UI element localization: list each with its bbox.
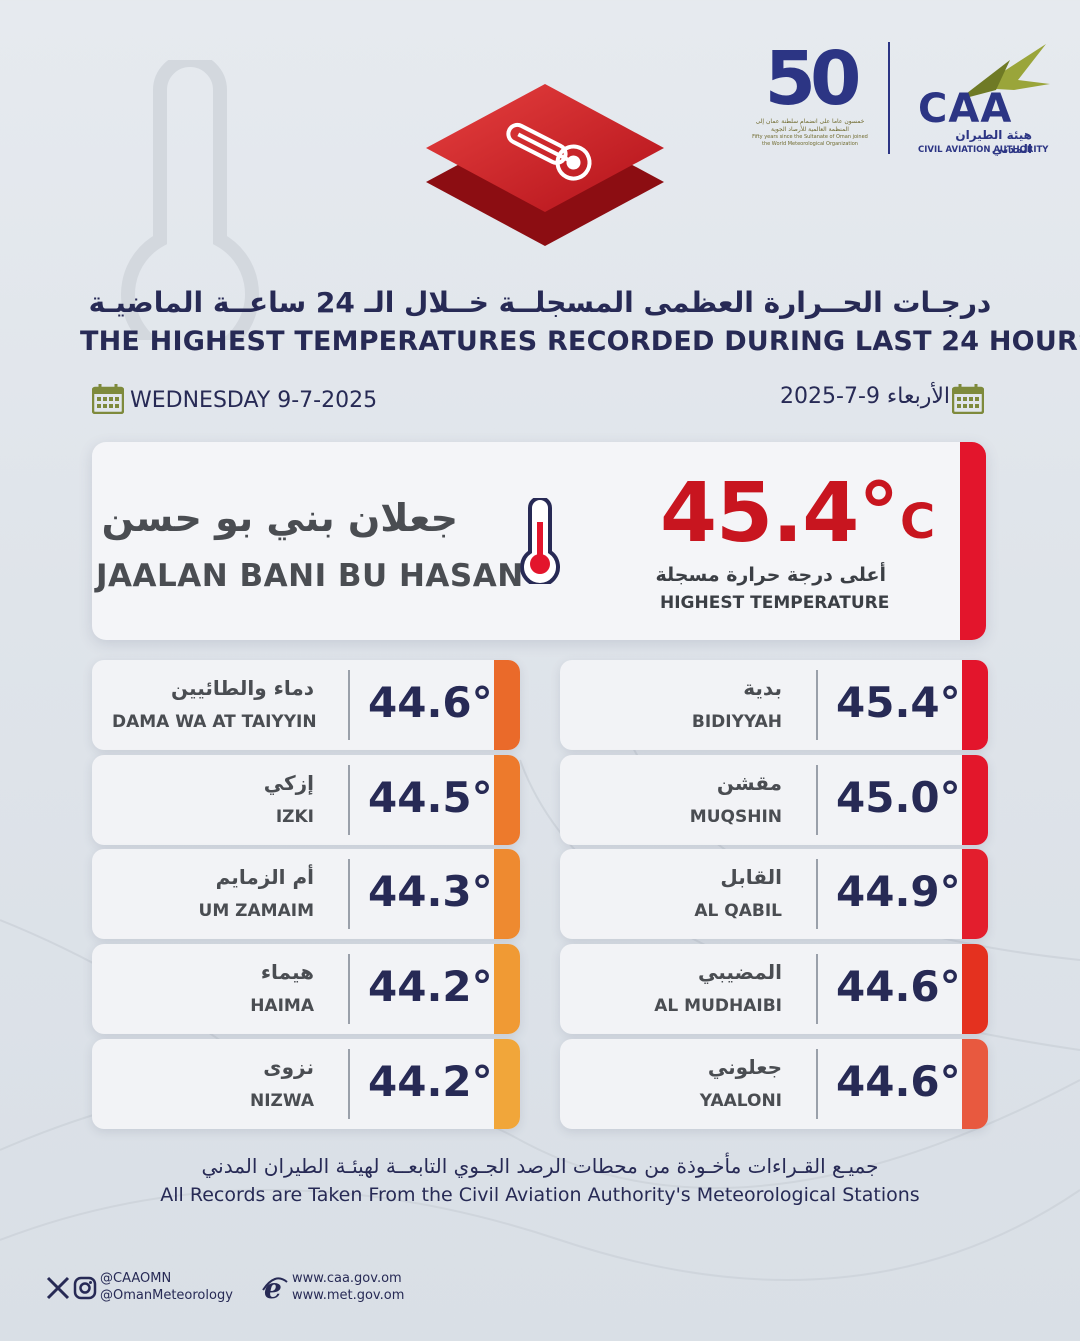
- station-name-english: BIDIYYAH: [691, 712, 782, 732]
- station-temperature: 44.3°: [368, 867, 493, 916]
- station-name-arabic: المضيبي: [697, 960, 782, 984]
- station-accent-bar: [962, 1039, 988, 1129]
- station-card: نزوى NIZWA 44.2°: [92, 1039, 520, 1129]
- station-name-english: AL QABIL: [694, 901, 782, 921]
- website-links: www.caa.gov.om www.met.gov.om: [292, 1270, 404, 1304]
- highest-temperature-label-arabic: أعلى درجة حرارة مسجلة: [655, 564, 886, 586]
- station-name-arabic: إزكي: [263, 771, 314, 795]
- station-accent-bar: [962, 755, 988, 845]
- station-accent-bar: [494, 660, 520, 750]
- caa-wordmark: CAA: [918, 86, 1013, 132]
- station-name-english: MUQSHIN: [689, 807, 782, 827]
- station-name-arabic: دماء والطائيين: [171, 676, 314, 700]
- station-temperature: 45.4°: [836, 678, 961, 727]
- highest-temperature-unit: C: [900, 494, 936, 550]
- station-name-english: YAALONI: [699, 1091, 782, 1111]
- footer-note-english: All Records are Taken From the Civil Avi…: [160, 1184, 920, 1206]
- website-met-link[interactable]: www.met.gov.om: [292, 1288, 405, 1303]
- station-card: بدية BIDIYYAH 45.4°: [560, 660, 988, 750]
- station-name-arabic: القابل: [720, 865, 782, 889]
- browser-e-icon: e: [262, 1274, 288, 1302]
- station-temperature: 44.6°: [836, 962, 961, 1011]
- station-card-separator: [816, 1049, 818, 1119]
- station-name-english: UM ZAMAIM: [198, 901, 314, 921]
- wmo-50-years-logo: 50 خمسون عاما على انضمام سلطنة عمان إلى …: [750, 40, 870, 148]
- highest-temperature-station-arabic: جعلان بني بو حسن: [101, 496, 458, 540]
- station-name-english: HAIMA: [250, 996, 314, 1016]
- caa-english-name: CIVIL AVIATION AUTHORITY: [918, 145, 1049, 155]
- thermometer-icon: [520, 498, 560, 584]
- station-accent-bar: [494, 1039, 520, 1129]
- station-card-separator: [348, 765, 350, 835]
- station-name-arabic: هيماء: [260, 960, 314, 984]
- highest-temperature-label-english: HIGHEST TEMPERATURE: [660, 593, 890, 613]
- logo-50-arabic-caption: خمسون عاما على انضمام سلطنة عمان إلى الم…: [755, 118, 865, 133]
- station-card-separator: [816, 765, 818, 835]
- social-handles: @CAAOMN @OmanMeteorology: [100, 1270, 233, 1304]
- station-name-arabic: نزوى: [263, 1055, 314, 1079]
- station-card: هيماء HAIMA 44.2°: [92, 944, 520, 1034]
- station-accent-bar: [494, 849, 520, 939]
- highest-temperature-accent-bar: [960, 442, 986, 640]
- station-card-separator: [816, 859, 818, 929]
- station-accent-bar: [962, 944, 988, 1034]
- station-card: المضيبي AL MUDHAIBI 44.6°: [560, 944, 988, 1034]
- instagram-icon[interactable]: [73, 1276, 97, 1300]
- station-name-arabic: بدية: [743, 676, 782, 700]
- calendar-icon: [952, 384, 984, 414]
- station-accent-bar: [962, 660, 988, 750]
- station-card-separator: [348, 859, 350, 929]
- station-temperature: 44.2°: [368, 1057, 493, 1106]
- logo-50-numeral: 50: [764, 36, 862, 122]
- calendar-icon: [92, 384, 124, 414]
- station-name-arabic: جعلوني: [707, 1055, 782, 1079]
- background-thermometer-icon: [121, 60, 259, 340]
- station-card-separator: [348, 670, 350, 740]
- station-accent-bar: [494, 755, 520, 845]
- svg-text:e: e: [264, 1274, 282, 1302]
- station-card: جعلوني YAALONI 44.6°: [560, 1039, 988, 1129]
- station-card: مقشن MUQSHIN 45.0°: [560, 755, 988, 845]
- station-card: إزكي IZKI 44.5°: [92, 755, 520, 845]
- station-temperature: 44.5°: [368, 773, 493, 822]
- station-name-english: AL MUDHAIBI: [654, 996, 782, 1016]
- logo-divider: [888, 42, 890, 154]
- social-handle-met[interactable]: @OmanMeteorology: [100, 1288, 233, 1303]
- date-english: WEDNESDAY 9-7-2025: [130, 388, 378, 413]
- station-name-english: NIZWA: [249, 1091, 314, 1111]
- thermometer-tile-icon: [426, 84, 664, 246]
- station-name-arabic: أم الزمايم: [215, 865, 314, 889]
- caa-arabic-name: هيئة الطيران المدني: [955, 128, 1032, 156]
- social-handle-caa[interactable]: @CAAOMN: [100, 1271, 172, 1286]
- station-accent-bar: [494, 944, 520, 1034]
- date-arabic: الأربعاء 9-7-2025: [780, 384, 950, 409]
- page-title-arabic: درجـات الحــرارة العظمى المسجلــة خــلال…: [88, 286, 992, 319]
- website-caa-link[interactable]: www.caa.gov.om: [292, 1271, 402, 1286]
- station-card: دماء والطائيين DAMA WA AT TAIYYIN 44.6°: [92, 660, 520, 750]
- station-name-english: DAMA WA AT TAIYYIN: [112, 712, 317, 732]
- plane-emblem-icon: [958, 44, 1050, 100]
- highest-temperature-card: 45.4° C أعلى درجة حرارة مسجلة HIGHEST TE…: [92, 442, 986, 640]
- station-card-separator: [348, 954, 350, 1024]
- footer-note-arabic: جميـع القـراءات مأخـوذة من محطات الرصد ا…: [201, 1154, 879, 1178]
- station-temperature: 44.2°: [368, 962, 493, 1011]
- station-accent-bar: [962, 849, 988, 939]
- station-temperature: 44.9°: [836, 867, 961, 916]
- highest-temperature-station-english: JAALAN BANI BU HASAN: [96, 558, 524, 594]
- station-temperature: 44.6°: [836, 1057, 961, 1106]
- station-name-arabic: مقشن: [716, 771, 782, 795]
- station-card-separator: [348, 1049, 350, 1119]
- station-name-english: IZKI: [275, 807, 314, 827]
- station-card-separator: [816, 954, 818, 1024]
- highest-temperature-value: 45.4°: [660, 466, 899, 561]
- x-icon[interactable]: [46, 1276, 70, 1300]
- station-card-separator: [816, 670, 818, 740]
- page-title-english: THE HIGHEST TEMPERATURES RECORDED DURING…: [80, 326, 1080, 357]
- station-card: أم الزمايم UM ZAMAIM 44.3°: [92, 849, 520, 939]
- station-card: القابل AL QABIL 44.9°: [560, 849, 988, 939]
- logo-50-english-caption: Fifty years since the Sultanate of Oman …: [752, 134, 868, 147]
- station-temperature: 44.6°: [368, 678, 493, 727]
- station-temperature: 45.0°: [836, 773, 961, 822]
